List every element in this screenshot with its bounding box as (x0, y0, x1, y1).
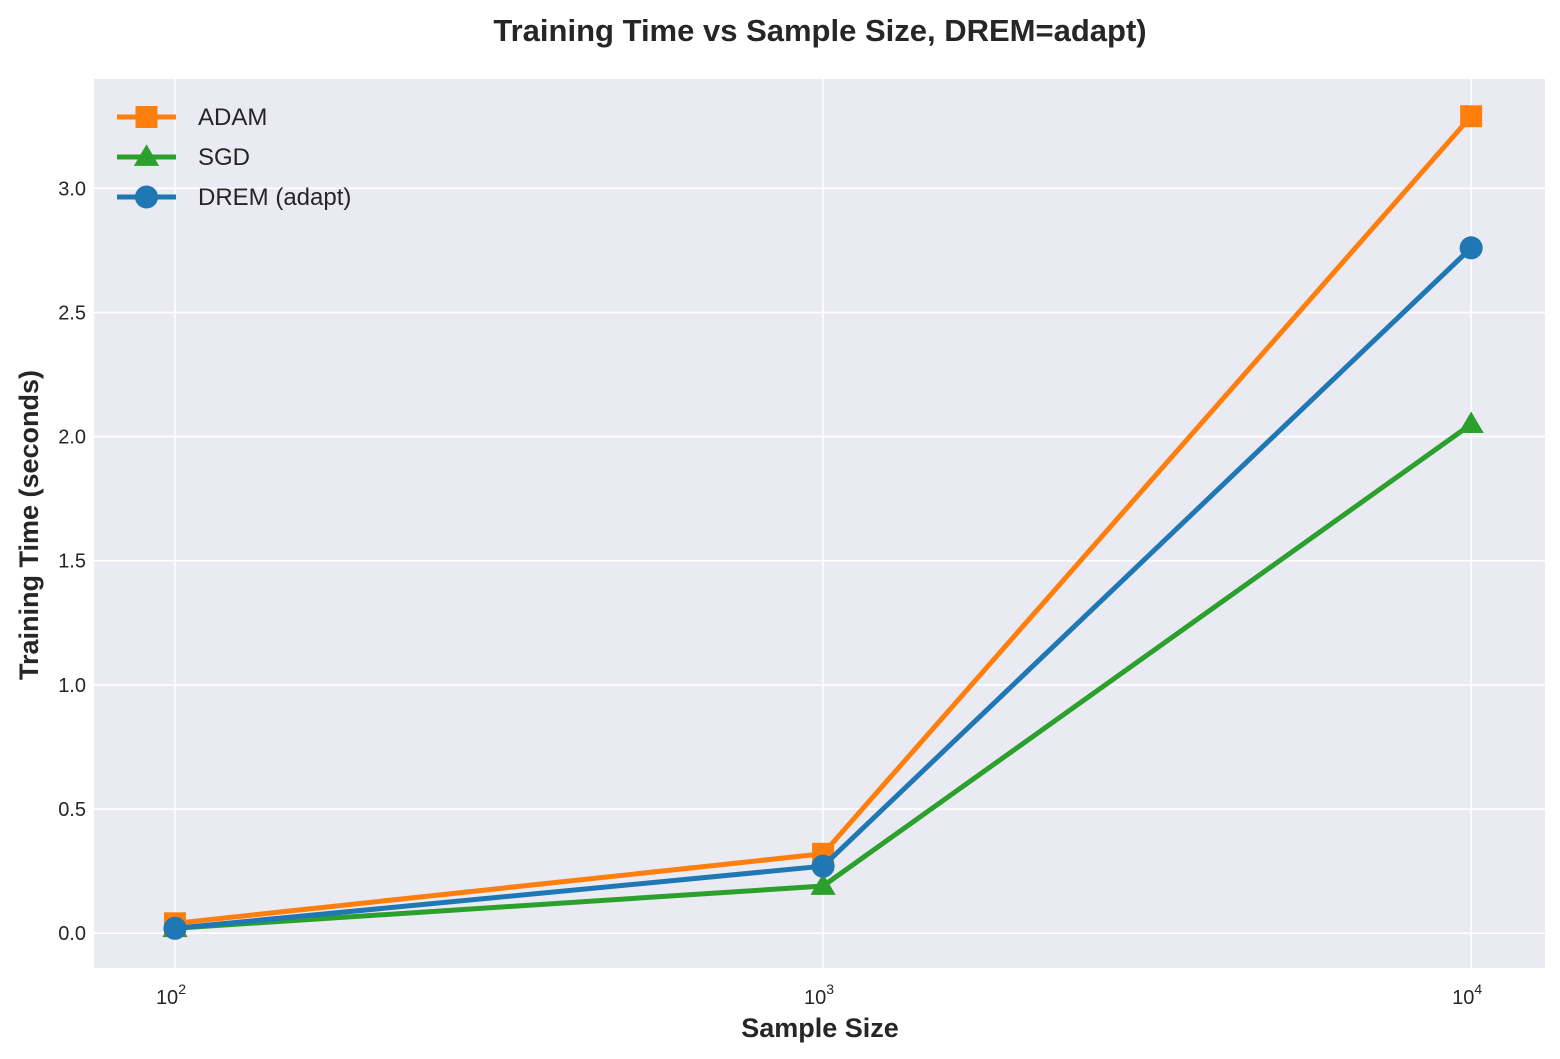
x-tick-exponent: 4 (1474, 981, 1482, 997)
y-tick-label: 1.5 (58, 551, 86, 573)
y-axis-ticks: 0.0 0.5 1.0 1.5 2.0 2.5 3.0 (58, 178, 86, 945)
legend: ADAM SGD DREM (adapt) (117, 104, 351, 211)
y-tick-label: 0.5 (58, 799, 86, 821)
y-axis-label: Training Time (seconds) (14, 370, 44, 680)
x-tick-label: 103 (804, 981, 834, 1009)
x-axis-label: Sample Size (741, 1013, 899, 1043)
legend-item: SGD (117, 144, 250, 171)
y-tick-label: 2.0 (58, 427, 86, 449)
x-tick-label: 104 (1452, 981, 1482, 1009)
legend-marker (133, 144, 160, 166)
grid (94, 79, 1545, 968)
legend-marker (135, 106, 158, 128)
chart-title: Training Time vs Sample Size, DREM=adapt… (493, 13, 1146, 48)
x-tick-base: 10 (804, 987, 826, 1009)
x-tick-label: 102 (156, 981, 186, 1009)
data-point-marker (811, 854, 835, 878)
data-point-marker (1459, 236, 1483, 260)
y-tick-label: 1.0 (58, 675, 86, 697)
x-tick-base: 10 (1452, 987, 1474, 1009)
data-point-marker (1460, 105, 1483, 128)
legend-label: ADAM (198, 104, 267, 131)
y-tick-label: 2.5 (58, 302, 86, 324)
plot-area (94, 79, 1545, 968)
data-point-marker (1458, 411, 1484, 434)
x-axis-ticks: 102 103 104 (156, 981, 1482, 1009)
legend-item: ADAM (117, 104, 267, 131)
y-tick-label: 3.0 (58, 178, 86, 200)
data-point-marker (163, 916, 187, 940)
series-group (162, 105, 1484, 940)
legend-item: DREM (adapt) (117, 184, 351, 211)
data-point-marker (810, 873, 836, 895)
legend-label: SGD (198, 144, 250, 171)
x-tick-exponent: 3 (826, 981, 834, 997)
series-drem-adapt (163, 236, 1483, 940)
y-tick-label: 0.0 (58, 923, 86, 945)
x-tick-base: 10 (156, 987, 178, 1009)
legend-label: DREM (adapt) (198, 184, 351, 211)
x-tick-exponent: 2 (178, 981, 186, 997)
legend-marker (134, 185, 159, 209)
